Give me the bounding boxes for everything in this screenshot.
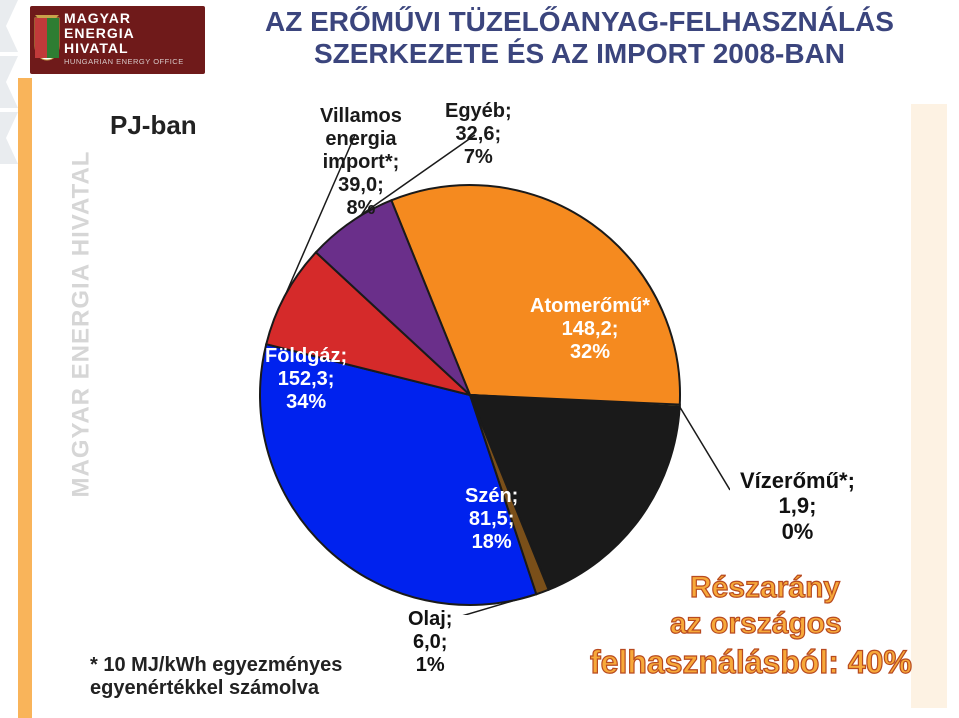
label-viz: Vízerőmű*; 1,9; 0% bbox=[740, 468, 855, 544]
logo-line-1: MAGYAR bbox=[64, 6, 205, 26]
left-chevrons bbox=[0, 0, 18, 718]
right-faint-bar bbox=[911, 104, 947, 708]
title-line-1: AZ ERŐMŰVI TÜZELŐANYAG-FELHASZNÁLÁS bbox=[265, 6, 894, 37]
leader-viz bbox=[680, 407, 730, 490]
unit-label: PJ-ban bbox=[110, 110, 197, 141]
footnote: * 10 MJ/kWh egyezményes egyenértékkel sz… bbox=[90, 654, 342, 700]
logo-line-2: ENERGIA bbox=[64, 26, 205, 41]
share-line-3: felhasználásból: 40% bbox=[590, 646, 912, 680]
label-egyeb: Egyéb; 32,6; 7% bbox=[445, 100, 512, 169]
slide: { "header": { "logo_line1": "MAGYAR", "l… bbox=[0, 0, 959, 718]
crest-icon bbox=[34, 14, 60, 64]
label-atom: Atomerőmű* 148,2; 32% bbox=[530, 295, 650, 364]
share-line-1: Részarány bbox=[690, 572, 840, 604]
org-logo: MAGYAR ENERGIA HIVATAL HUNGARIAN ENERGY … bbox=[30, 6, 205, 74]
slide-title: AZ ERŐMŰVI TÜZELŐANYAG-FELHASZNÁLÁS SZER… bbox=[210, 6, 949, 70]
share-line-2: az országos bbox=[670, 608, 842, 640]
label-olaj: Olaj; 6,0; 1% bbox=[408, 608, 452, 677]
logo-subtitle: HUNGARIAN ENERGY OFFICE bbox=[64, 56, 205, 66]
pie-chart: Atomerőmű* 148,2; 32% Szén; 81,5; 18% Fö… bbox=[210, 95, 730, 615]
vertical-watermark: MAGYAR ENERGIA HIVATAL bbox=[67, 151, 95, 498]
left-orange-band bbox=[18, 78, 32, 718]
logo-line-3: HIVATAL bbox=[64, 41, 205, 56]
label-import: Villamos energia import*; 39,0; 8% bbox=[320, 105, 402, 220]
label-szen: Szén; 81,5; 18% bbox=[465, 485, 518, 554]
title-line-2: SZERKEZETE ÉS AZ IMPORT 2008-BAN bbox=[314, 38, 845, 69]
label-foldgaz: Földgáz; 152,3; 34% bbox=[265, 345, 347, 414]
